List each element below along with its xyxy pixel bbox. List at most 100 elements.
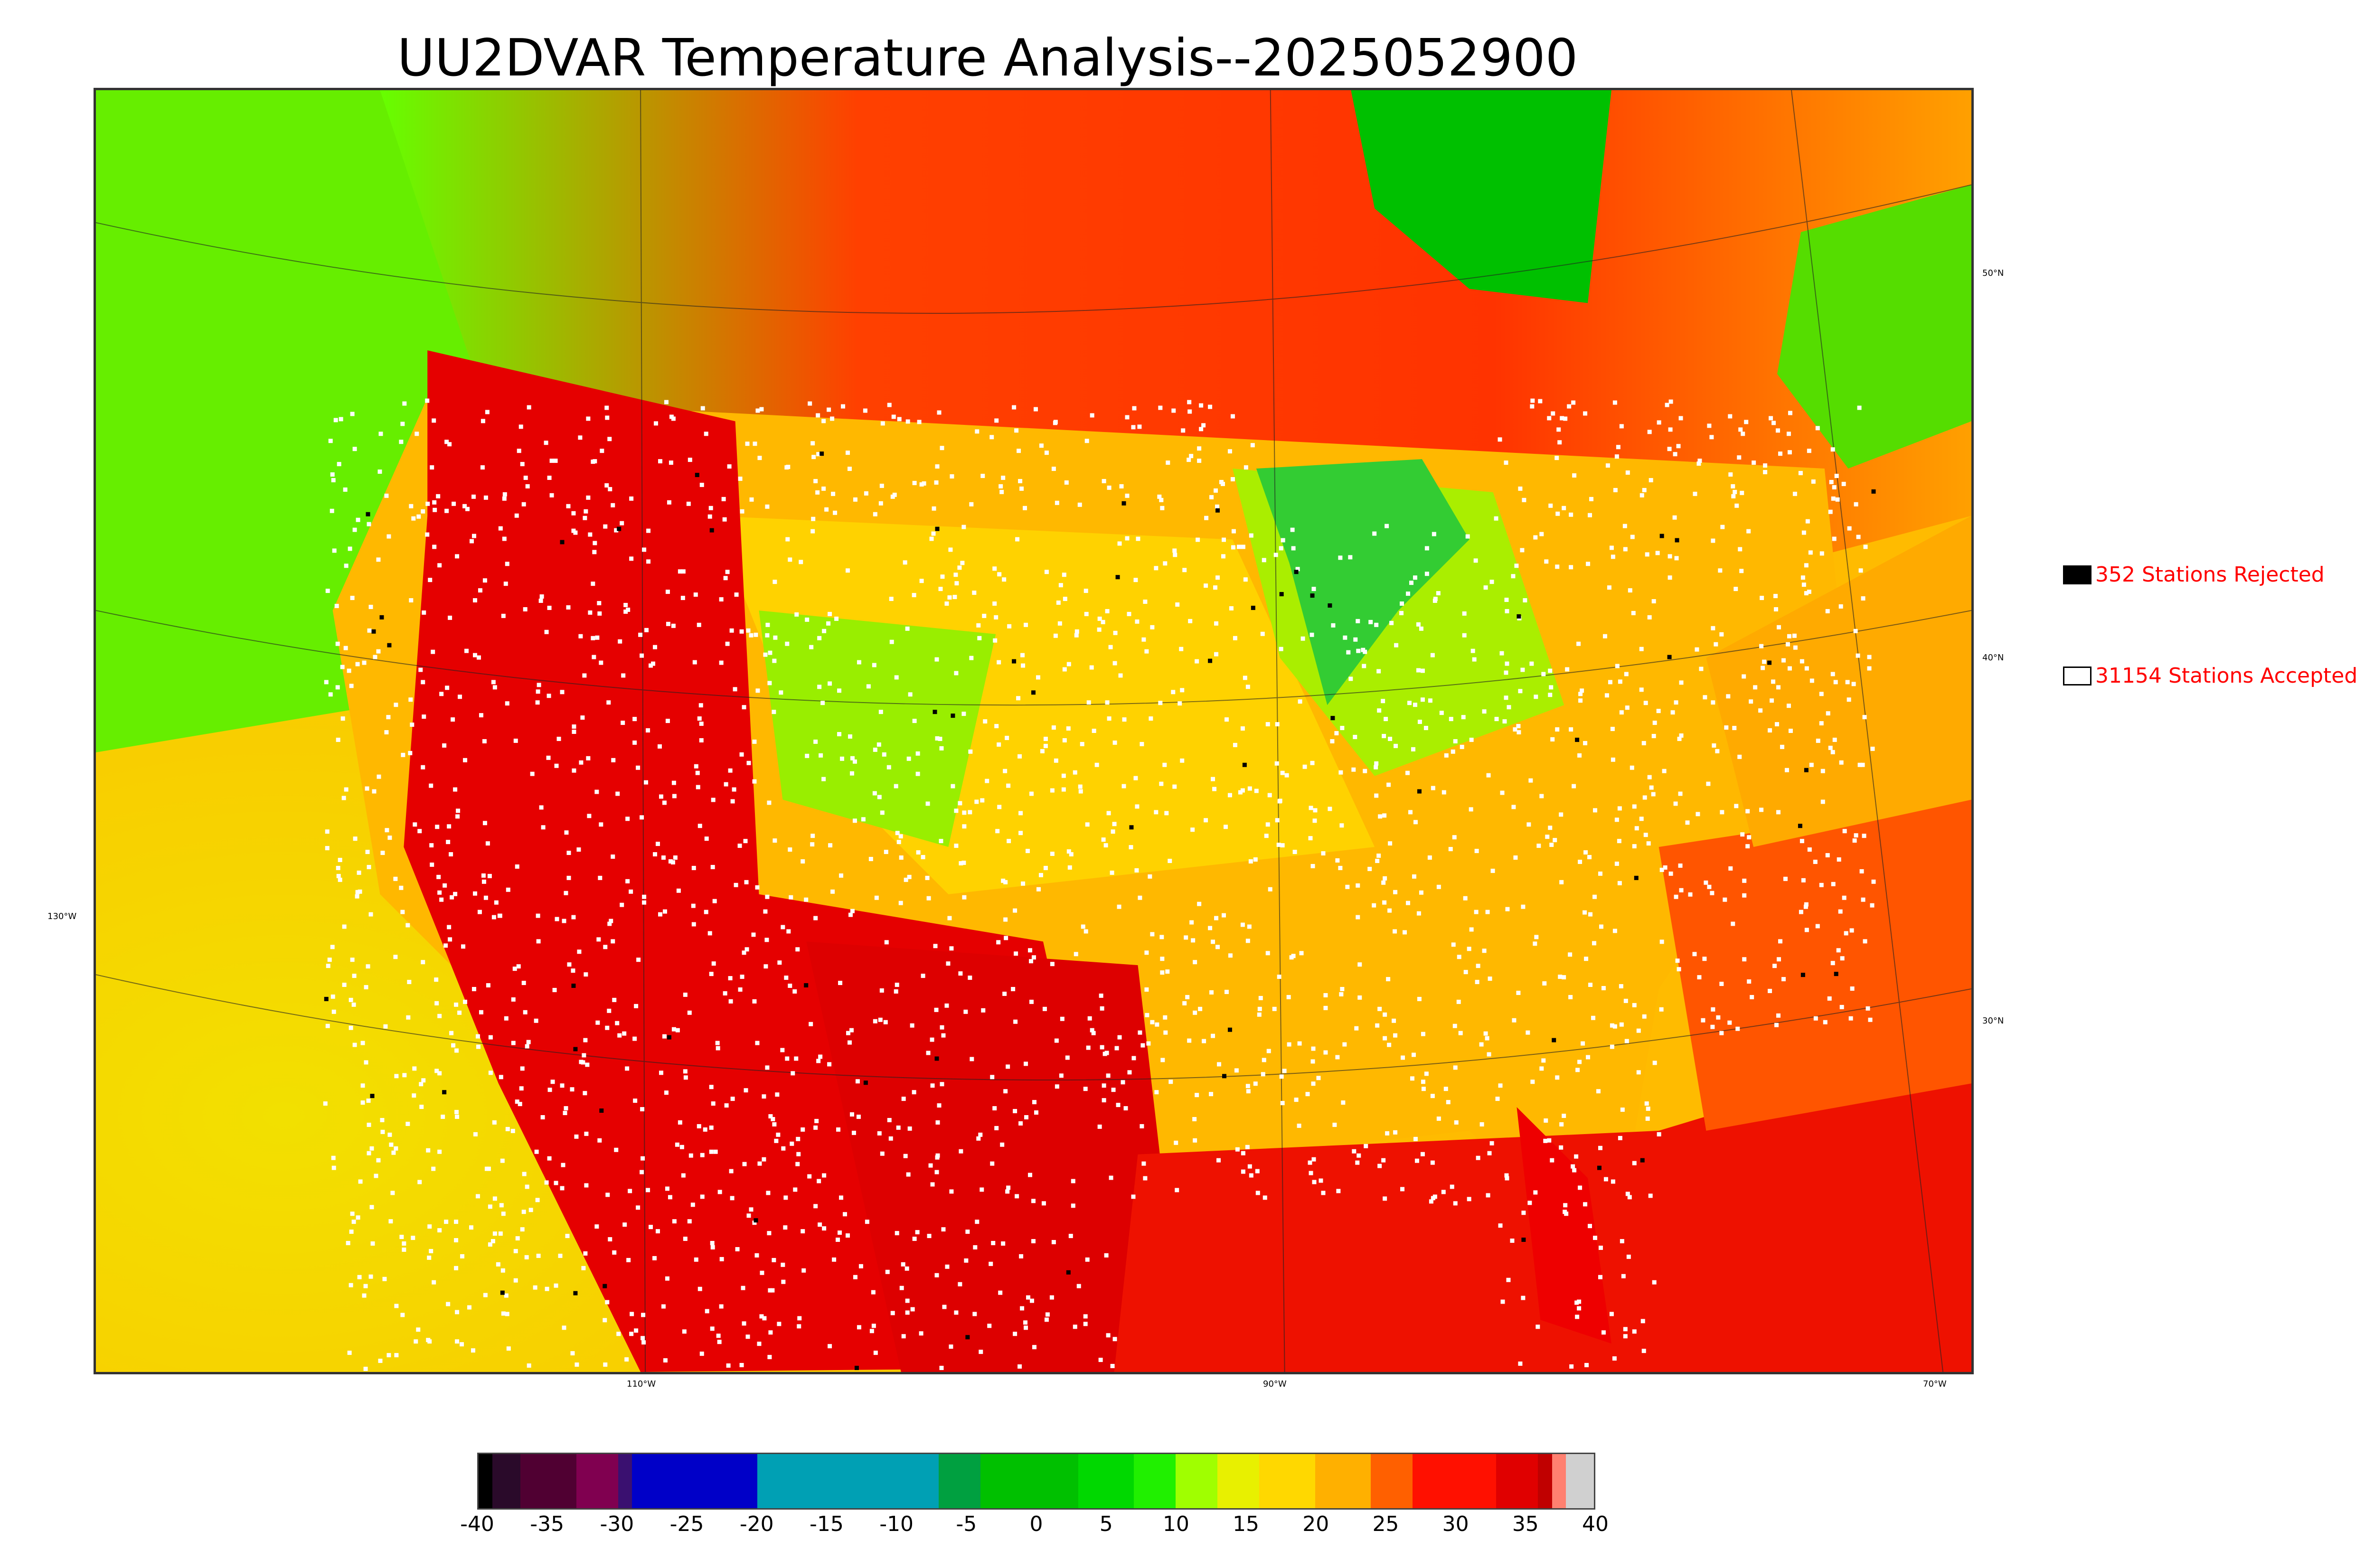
station-accepted (343, 646, 348, 650)
station-accepted (1056, 601, 1061, 605)
station-accepted (1131, 425, 1136, 430)
station-accepted (432, 500, 437, 505)
station-accepted (1053, 633, 1058, 638)
station-accepted (325, 829, 330, 834)
station-rejected (617, 526, 622, 531)
station-accepted (1086, 700, 1091, 705)
station-accepted (454, 1220, 459, 1224)
station-accepted (1630, 535, 1635, 539)
station-accepted (1545, 835, 1550, 839)
station-accepted (1090, 1028, 1094, 1033)
station-accepted (419, 1082, 424, 1087)
station-accepted (698, 703, 703, 708)
station-accepted (584, 1183, 589, 1188)
colorbar-segment (618, 1454, 632, 1508)
station-accepted (343, 487, 348, 492)
station-accepted (1144, 649, 1149, 654)
station-accepted (1841, 481, 1846, 486)
station-accepted (482, 578, 487, 583)
station-accepted (583, 516, 587, 520)
station-accepted (1592, 941, 1596, 946)
station-accepted (1160, 957, 1165, 961)
station-accepted (455, 554, 460, 559)
station-accepted (1852, 838, 1857, 843)
station-accepted (1383, 1196, 1387, 1201)
station-accepted (1825, 853, 1830, 858)
colorbar-segment (1552, 1454, 1566, 1508)
station-rejected (1798, 824, 1802, 828)
station-accepted (873, 1019, 877, 1023)
colorbar-tick-label: 20 (1302, 1512, 1329, 1536)
station-accepted (1098, 1358, 1103, 1362)
station-accepted (582, 673, 587, 678)
station-accepted (852, 759, 857, 764)
station-accepted (873, 512, 877, 516)
station-accepted (641, 1340, 646, 1345)
station-accepted (1723, 897, 1727, 902)
station-accepted (709, 972, 714, 976)
station-accepted (712, 899, 717, 903)
station-accepted (661, 1304, 666, 1309)
station-accepted (1110, 1364, 1115, 1369)
station-accepted (1856, 535, 1861, 539)
station-accepted (934, 1007, 939, 1012)
station-accepted (1020, 1306, 1025, 1311)
station-rejected (1242, 762, 1247, 767)
station-accepted (1453, 1201, 1458, 1206)
station-accepted (412, 1093, 416, 1098)
station-accepted (1201, 423, 1206, 428)
station-accepted (328, 692, 333, 697)
station-accepted (1732, 726, 1737, 731)
graticule-lines (96, 90, 1971, 1372)
station-accepted (1289, 955, 1294, 960)
station-accepted (1143, 600, 1148, 604)
station-accepted (1229, 606, 1234, 610)
station-accepted (1127, 1070, 1132, 1075)
station-accepted (1815, 924, 1820, 929)
station-accepted (888, 1136, 893, 1141)
station-rejected (1640, 1158, 1645, 1163)
station-rejected (599, 1108, 604, 1113)
station-accepted (827, 1062, 832, 1067)
station-accepted (818, 1054, 823, 1059)
station-accepted (1614, 454, 1619, 459)
station-accepted (997, 805, 1002, 809)
station-rejected (1012, 659, 1017, 664)
station-accepted (1060, 1016, 1065, 1021)
station-accepted (416, 514, 421, 519)
station-accepted (430, 862, 434, 867)
station-accepted (810, 834, 815, 838)
station-accepted (334, 603, 339, 608)
station-accepted (427, 1339, 432, 1344)
station-accepted (1227, 793, 1232, 798)
station-accepted (574, 1134, 579, 1139)
station-accepted (1642, 1014, 1647, 1019)
station-accepted (949, 1344, 953, 1349)
station-accepted (994, 724, 999, 729)
station-accepted (1792, 491, 1797, 496)
station-rejected (854, 1366, 859, 1371)
colorbar-segment (980, 1454, 1078, 1508)
station-accepted (1646, 1107, 1650, 1111)
station-accepted (809, 645, 814, 649)
station-accepted (919, 579, 924, 583)
station-accepted (1592, 894, 1597, 899)
lat-label-40n: 40°N (1982, 653, 2004, 663)
station-accepted (1631, 610, 1636, 615)
station-accepted (1175, 602, 1180, 607)
station-accepted (604, 483, 609, 488)
station-accepted (443, 943, 448, 948)
station-accepted (563, 1111, 567, 1116)
station-accepted (1424, 546, 1429, 551)
station-accepted (1740, 490, 1744, 495)
station-accepted (640, 1107, 645, 1112)
station-accepted (520, 1066, 525, 1071)
station-accepted (571, 915, 576, 920)
station-rejected (709, 528, 714, 533)
station-rejected (754, 1218, 758, 1223)
station-accepted (1485, 910, 1490, 914)
station-accepted (491, 915, 496, 920)
station-accepted (1452, 1023, 1457, 1028)
station-accepted (460, 1254, 465, 1258)
station-accepted (1368, 620, 1373, 624)
